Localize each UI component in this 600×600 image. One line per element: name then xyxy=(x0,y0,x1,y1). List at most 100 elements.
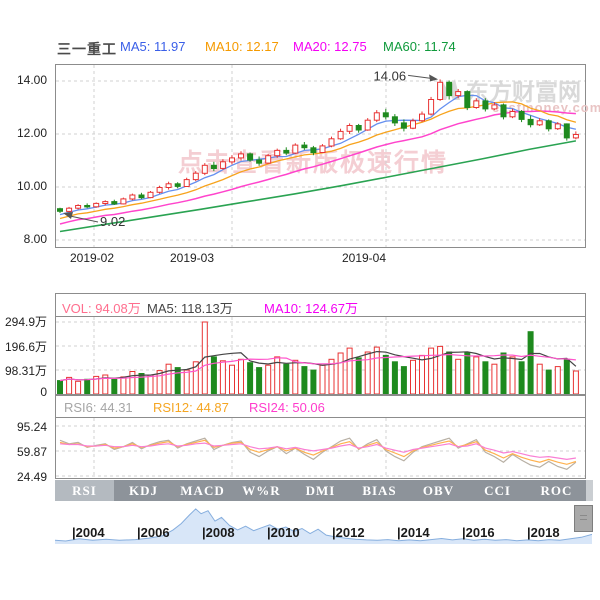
candle-body xyxy=(192,172,199,181)
volume-bar xyxy=(355,357,362,394)
ma5-line xyxy=(59,94,577,216)
volume-legend-item: MA5: 118.13万 xyxy=(147,301,233,316)
timeline-slider-handle[interactable] xyxy=(574,505,593,532)
indicator-tabs: RSI KDJ MACD W%R DMI BIAS OBV CCI ROC xyxy=(55,480,586,501)
volume-bar xyxy=(238,358,244,394)
candle-body xyxy=(310,147,317,154)
volume-bar xyxy=(219,360,226,394)
price-x-label: 2019-04 xyxy=(341,251,387,265)
price-y-label: 14.00 xyxy=(16,73,47,87)
candle-body xyxy=(283,149,290,154)
rsi-legend-item: RSI6: 44.31 xyxy=(64,400,133,415)
candle-body xyxy=(66,207,73,212)
volume-bar xyxy=(102,374,109,394)
candle-body xyxy=(219,161,226,169)
candle-body xyxy=(165,183,172,189)
timeline-minimap: |2004 |2006 |2008 |2010 |2012 |2014 |2016 |2018 xyxy=(54,503,593,545)
candle-body xyxy=(464,91,471,108)
candle-body xyxy=(536,120,543,126)
tab-kdj[interactable]: KDJ xyxy=(129,483,158,498)
volume-bar xyxy=(419,354,425,394)
ma10-line xyxy=(59,101,577,220)
price-ma-legend-item: MA10: 12.17 xyxy=(205,39,279,54)
minimap-year-label: |2016 xyxy=(462,525,495,540)
candle-body xyxy=(563,123,570,139)
tab-roc[interactable]: ROC xyxy=(540,483,573,498)
volume-bar xyxy=(84,378,91,394)
rsi-y-label: 95.24 xyxy=(16,420,47,434)
volume-bar xyxy=(400,366,407,394)
candle-body xyxy=(57,208,63,212)
price-plot[interactable]: 14.06 9.02 xyxy=(56,65,585,247)
rsi-plot[interactable] xyxy=(56,418,585,478)
rsi-legend-item: RSI12: 44.87 xyxy=(153,400,229,415)
annotation-arrowhead xyxy=(63,211,73,219)
volume-bar xyxy=(373,346,380,394)
candle-body xyxy=(428,99,435,115)
stock-name: 三一重工 xyxy=(57,41,117,57)
volume-bar xyxy=(229,364,235,394)
candle-body xyxy=(156,187,163,193)
rsi-panel: RSI6: 44.31 RSI12: 44.87 RSI24: 50.06 xyxy=(55,395,586,479)
tab-obv[interactable]: OBV xyxy=(422,483,455,498)
tab-cci[interactable]: CCI xyxy=(484,483,511,498)
candle-body xyxy=(301,144,308,149)
candle-body xyxy=(247,153,254,161)
candle-body xyxy=(346,125,353,132)
volume-ma10-line xyxy=(59,353,576,382)
price-x-label: 2019-03 xyxy=(169,251,215,265)
volume-bar xyxy=(382,354,389,394)
rsi-y-label: 59.87 xyxy=(16,445,47,459)
candle-body xyxy=(147,191,154,199)
volume-bar xyxy=(554,366,561,394)
candle-body xyxy=(238,153,244,159)
tab-bias[interactable]: BIAS xyxy=(362,483,397,498)
volume-bar xyxy=(147,374,154,394)
volume-bar xyxy=(183,369,190,394)
candle-body xyxy=(355,125,362,131)
volume-bar xyxy=(66,376,73,394)
minimap-plot[interactable]: |2004 |2006 |2008 |2010 |2012 |2014 |2016 |2018 xyxy=(54,503,593,545)
rsi12-line xyxy=(59,439,577,465)
volume-bar xyxy=(265,364,272,394)
volume-bar xyxy=(319,364,326,394)
candle-body xyxy=(274,149,281,157)
candle-body xyxy=(174,183,181,187)
volume-ma5-line xyxy=(59,350,577,382)
candle-body xyxy=(75,205,82,209)
volume-bar xyxy=(500,352,507,394)
candle-body xyxy=(111,201,118,205)
volume-y-label: 98.31万 xyxy=(4,364,47,378)
candle-body xyxy=(527,118,534,126)
volume-y-label: 196.6万 xyxy=(4,340,47,354)
tab-rsi[interactable]: RSI xyxy=(55,480,114,501)
candle-body xyxy=(446,81,453,97)
candle-body xyxy=(419,113,425,122)
volume-bar xyxy=(391,361,398,394)
candle-body xyxy=(400,122,407,129)
minimap-area xyxy=(55,508,592,544)
volume-bar xyxy=(337,352,344,394)
candle-body xyxy=(102,201,109,205)
candle-body xyxy=(391,116,398,124)
volume-bar xyxy=(111,378,118,394)
volume-bar xyxy=(545,369,552,394)
tab-dmi[interactable]: DMI xyxy=(305,483,336,498)
candle-body xyxy=(129,194,136,200)
candle-body xyxy=(201,164,208,174)
candle-body xyxy=(382,112,389,118)
candle-body xyxy=(509,111,516,118)
annotation-arrowhead xyxy=(429,74,439,82)
volume-plot[interactable] xyxy=(56,317,585,394)
tab-macd[interactable]: MACD xyxy=(180,483,225,498)
volume-bar xyxy=(455,358,462,394)
volume-bar xyxy=(247,362,254,394)
volume-bar xyxy=(536,363,543,394)
rsi-legend-item: RSI24: 50.06 xyxy=(249,400,325,415)
minimap-area-outline xyxy=(54,508,593,542)
volume-bar xyxy=(120,376,127,394)
candle-body xyxy=(455,91,462,97)
tab-wr[interactable]: W%R xyxy=(242,483,281,498)
candle-body xyxy=(518,111,525,120)
